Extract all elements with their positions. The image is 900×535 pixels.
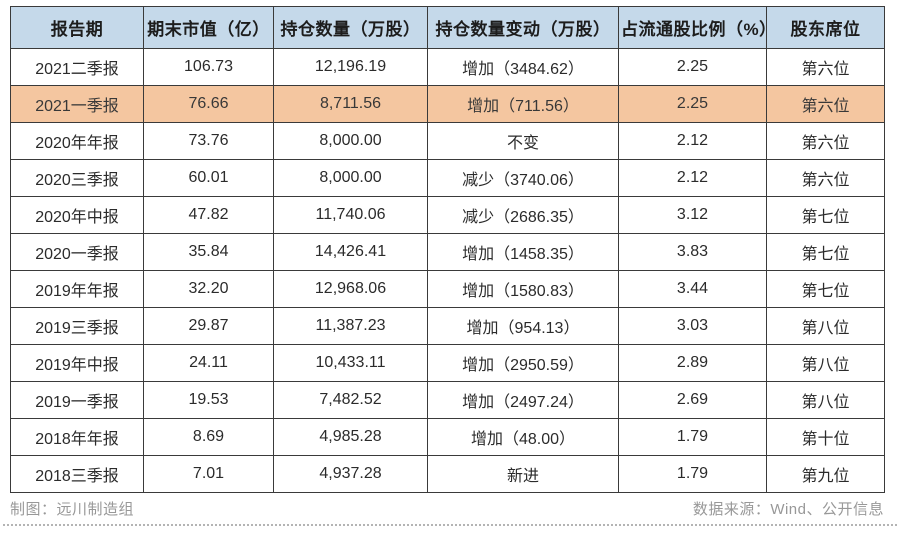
cell-pct-float: 3.83 xyxy=(618,233,767,271)
cell-pct-float: 2.69 xyxy=(618,381,767,419)
cell-market-value: 106.73 xyxy=(143,48,274,86)
dashed-divider-line xyxy=(3,524,897,526)
cell-pct-float: 2.89 xyxy=(618,344,767,382)
cell-market-value: 29.87 xyxy=(143,307,274,345)
holdings-table: 报告期 期末市值（亿） 持仓数量（万股） 持仓数量变动（万股） 占流通股比例（%… xyxy=(10,6,885,493)
cell-pct-float: 1.79 xyxy=(618,418,767,456)
cell-shareholder-rank: 第七位 xyxy=(766,270,885,308)
cell-holding-change: 增加（48.00） xyxy=(427,418,619,456)
cell-pct-float: 2.25 xyxy=(618,85,767,123)
cell-report-period: 2020一季报 xyxy=(10,233,144,271)
cell-report-period: 2019一季报 xyxy=(10,381,144,419)
cell-holding-qty: 7,482.52 xyxy=(273,381,428,419)
cell-shareholder-rank: 第六位 xyxy=(766,85,885,123)
cell-holding-change: 增加（1458.35） xyxy=(427,233,619,271)
cell-shareholder-rank: 第九位 xyxy=(766,455,885,493)
table-row: 2020年年报 73.76 8,000.00 不变 2.12 第六位 xyxy=(10,122,885,160)
header-row: 报告期 期末市值（亿） 持仓数量（万股） 持仓数量变动（万股） 占流通股比例（%… xyxy=(10,6,885,49)
cell-report-period: 2020三季报 xyxy=(10,159,144,197)
cell-report-period: 2019年年报 xyxy=(10,270,144,308)
cell-pct-float: 2.12 xyxy=(618,159,767,197)
cell-market-value: 24.11 xyxy=(143,344,274,382)
cell-shareholder-rank: 第七位 xyxy=(766,233,885,271)
cell-shareholder-rank: 第八位 xyxy=(766,344,885,382)
cell-holding-change: 增加（2950.59） xyxy=(427,344,619,382)
cell-holding-qty: 8,711.56 xyxy=(273,85,428,123)
cell-pct-float: 2.12 xyxy=(618,122,767,160)
cell-holding-qty: 10,433.11 xyxy=(273,344,428,382)
cell-market-value: 76.66 xyxy=(143,85,274,123)
cell-report-period: 2019年中报 xyxy=(10,344,144,382)
table-row: 2019三季报 29.87 11,387.23 增加（954.13） 3.03 … xyxy=(10,307,885,345)
footer: 制图：远川制造组 数据来源：Wind、公开信息 xyxy=(10,498,884,519)
cell-report-period: 2020年中报 xyxy=(10,196,144,234)
cell-holding-change: 增加（954.13） xyxy=(427,307,619,345)
cell-pct-float: 2.25 xyxy=(618,48,767,86)
cell-market-value: 73.76 xyxy=(143,122,274,160)
credit-text: 制图：远川制造组 xyxy=(10,501,135,518)
cell-holding-qty: 4,937.28 xyxy=(273,455,428,493)
cell-holding-change: 新进 xyxy=(427,455,619,493)
cell-shareholder-rank: 第六位 xyxy=(766,122,885,160)
table-row: 2020三季报 60.01 8,000.00 减少（3740.06） 2.12 … xyxy=(10,159,885,197)
cell-holding-qty: 8,000.00 xyxy=(273,122,428,160)
cell-report-period: 2018年年报 xyxy=(10,418,144,456)
table-row: 2020年中报 47.82 11,740.06 减少（2686.35） 3.12… xyxy=(10,196,885,234)
cell-report-period: 2021二季报 xyxy=(10,48,144,86)
table-row: 2021二季报 106.73 12,196.19 增加（3484.62） 2.2… xyxy=(10,48,885,86)
cell-holding-change: 增加（1580.83） xyxy=(427,270,619,308)
cell-holding-qty: 12,968.06 xyxy=(273,270,428,308)
cell-holding-change: 增加（2497.24） xyxy=(427,381,619,419)
cell-market-value: 32.20 xyxy=(143,270,274,308)
cell-pct-float: 3.12 xyxy=(618,196,767,234)
cell-shareholder-rank: 第六位 xyxy=(766,48,885,86)
cell-holding-qty: 8,000.00 xyxy=(273,159,428,197)
table-row-highlighted: 2021一季报 76.66 8,711.56 增加（711.56） 2.25 第… xyxy=(10,85,885,123)
cell-holding-change: 增加（711.56） xyxy=(427,85,619,123)
column-header-pct-float: 占流通股比例（%） xyxy=(618,6,767,49)
cell-market-value: 47.82 xyxy=(143,196,274,234)
cell-market-value: 8.69 xyxy=(143,418,274,456)
column-header-report-period: 报告期 xyxy=(10,6,144,49)
cell-market-value: 19.53 xyxy=(143,381,274,419)
data-source-text: 数据来源：Wind、公开信息 xyxy=(692,501,884,518)
table-row: 2019年中报 24.11 10,433.11 增加（2950.59） 2.89… xyxy=(10,344,885,382)
cell-shareholder-rank: 第六位 xyxy=(766,159,885,197)
cell-report-period: 2019三季报 xyxy=(10,307,144,345)
cell-holding-qty: 12,196.19 xyxy=(273,48,428,86)
cell-pct-float: 3.44 xyxy=(618,270,767,308)
cell-holding-qty: 4,985.28 xyxy=(273,418,428,456)
cell-holding-change: 不变 xyxy=(427,122,619,160)
cell-market-value: 60.01 xyxy=(143,159,274,197)
cell-pct-float: 1.79 xyxy=(618,455,767,493)
column-header-holding-change: 持仓数量变动（万股） xyxy=(427,6,619,49)
column-header-market-value: 期末市值（亿） xyxy=(143,6,274,49)
table-row: 2019一季报 19.53 7,482.52 增加（2497.24） 2.69 … xyxy=(10,381,885,419)
cell-market-value: 7.01 xyxy=(143,455,274,493)
table-row: 2019年年报 32.20 12,968.06 增加（1580.83） 3.44… xyxy=(10,270,885,308)
cell-report-period: 2018三季报 xyxy=(10,455,144,493)
cell-holding-qty: 14,426.41 xyxy=(273,233,428,271)
cell-shareholder-rank: 第十位 xyxy=(766,418,885,456)
column-header-holding-qty: 持仓数量（万股） xyxy=(273,6,428,49)
cell-shareholder-rank: 第八位 xyxy=(766,381,885,419)
cell-holding-change: 减少（3740.06） xyxy=(427,159,619,197)
table-row: 2020一季报 35.84 14,426.41 增加（1458.35） 3.83… xyxy=(10,233,885,271)
column-header-shareholder-rank: 股东席位 xyxy=(766,6,885,49)
cell-holding-qty: 11,740.06 xyxy=(273,196,428,234)
cell-shareholder-rank: 第八位 xyxy=(766,307,885,345)
cell-shareholder-rank: 第七位 xyxy=(766,196,885,234)
cell-holding-change: 增加（3484.62） xyxy=(427,48,619,86)
cell-pct-float: 3.03 xyxy=(618,307,767,345)
cell-holding-qty: 11,387.23 xyxy=(273,307,428,345)
cell-holding-change: 减少（2686.35） xyxy=(427,196,619,234)
cell-market-value: 35.84 xyxy=(143,233,274,271)
table-row: 2018三季报 7.01 4,937.28 新进 1.79 第九位 xyxy=(10,455,885,493)
cell-report-period: 2020年年报 xyxy=(10,122,144,160)
table-row: 2018年年报 8.69 4,985.28 增加（48.00） 1.79 第十位 xyxy=(10,418,885,456)
cell-report-period: 2021一季报 xyxy=(10,85,144,123)
